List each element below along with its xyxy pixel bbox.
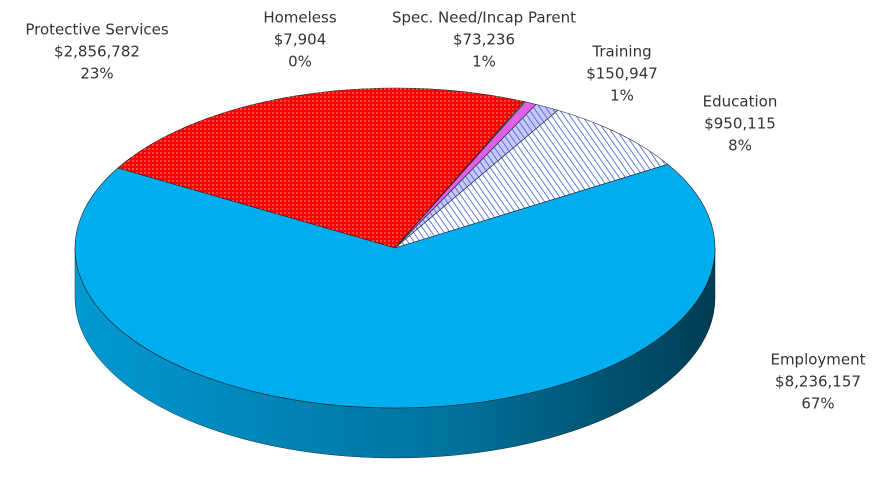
percent-label: 1% [610,87,634,105]
slice-label: Education [703,93,778,111]
percent-label: 1% [472,53,496,71]
percent-label: 67% [801,395,834,413]
slice [74,163,716,409]
slice-side-shade [75,248,715,458]
value-label: $950,115 [704,115,776,133]
slice-label: Protective Services [25,21,169,39]
slice-label: Spec. Need/Incap Parent [392,9,576,27]
slice-label: Training [591,43,651,61]
slice-pattern [117,88,525,248]
value-label: $8,236,157 [775,373,861,391]
percent-label: 23% [80,65,113,83]
slice-pattern [395,110,668,248]
value-label: $7,904 [274,31,327,49]
value-label: $150,947 [586,65,658,83]
value-label: $2,856,782 [54,43,140,61]
value-label: $73,236 [453,31,515,49]
slice-label: Employment [770,351,865,369]
slice-label: Homeless [263,9,337,27]
percent-label: 8% [728,137,752,155]
percent-label: 0% [288,53,312,71]
slice-pattern [395,104,558,248]
